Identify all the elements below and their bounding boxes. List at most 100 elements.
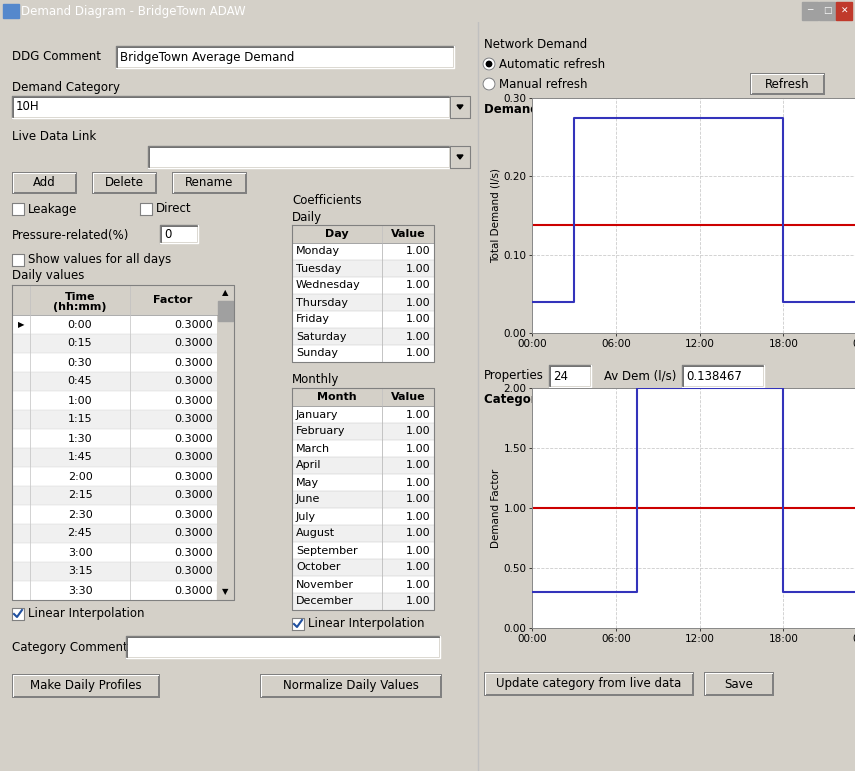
Bar — [12, 505, 217, 524]
Text: (hh:mm): (hh:mm) — [53, 302, 107, 312]
Text: Coefficients: Coefficients — [292, 194, 362, 207]
Bar — [486, 694, 693, 695]
Text: Show Alternative Demand: Show Alternative Demand — [660, 105, 796, 115]
Text: 1.00: 1.00 — [405, 348, 430, 359]
Bar — [12, 581, 217, 600]
Bar — [819, 105, 828, 114]
Text: September: September — [296, 546, 357, 555]
Bar — [486, 674, 693, 695]
Text: Manual refresh: Manual refresh — [499, 78, 587, 90]
Text: Value: Value — [391, 392, 425, 402]
Bar — [12, 372, 217, 391]
Polygon shape — [457, 155, 463, 159]
Bar — [12, 543, 217, 562]
Bar — [14, 174, 76, 193]
Text: Rename: Rename — [186, 177, 233, 190]
Bar — [292, 491, 434, 508]
Text: Monthly: Monthly — [292, 373, 339, 386]
Bar — [149, 147, 449, 167]
Bar — [260, 674, 442, 698]
Text: 0.3000: 0.3000 — [174, 490, 213, 500]
Text: Make Daily Profiles: Make Daily Profiles — [30, 679, 142, 692]
Bar — [292, 294, 434, 311]
Bar — [12, 486, 217, 505]
Bar — [174, 192, 246, 193]
Bar — [217, 285, 234, 301]
Text: Properties: Properties — [484, 369, 544, 382]
Bar — [3, 5, 19, 18]
Text: 0:15: 0:15 — [68, 338, 92, 348]
Text: ▼: ▼ — [222, 588, 229, 597]
Text: 1.00: 1.00 — [405, 281, 430, 291]
Bar — [823, 75, 824, 94]
Bar — [836, 2, 852, 20]
Text: Category Pattern Graph: Category Pattern Graph — [484, 393, 643, 406]
Text: June: June — [296, 494, 321, 504]
Text: 0.3000: 0.3000 — [174, 396, 213, 406]
Text: Day: Day — [325, 229, 349, 239]
Polygon shape — [457, 105, 463, 109]
Text: Demand Diagram - BridgeTown ADAW: Demand Diagram - BridgeTown ADAW — [21, 5, 246, 18]
Text: 0.3000: 0.3000 — [174, 319, 213, 329]
Bar — [13, 204, 23, 214]
Bar — [292, 457, 434, 474]
Bar — [292, 328, 434, 345]
Bar — [292, 593, 434, 610]
Bar — [750, 73, 825, 95]
Text: 2:15: 2:15 — [68, 490, 92, 500]
Bar — [12, 172, 77, 194]
Text: 3:15: 3:15 — [68, 567, 92, 577]
Bar — [117, 47, 453, 67]
Text: 1.00: 1.00 — [405, 315, 430, 325]
Bar — [12, 353, 217, 372]
Bar — [173, 173, 246, 193]
Text: 1.00: 1.00 — [405, 247, 430, 257]
Bar — [12, 448, 217, 467]
Bar — [93, 173, 156, 193]
Bar — [14, 676, 159, 697]
Text: BridgeTown Average Demand: BridgeTown Average Demand — [120, 50, 294, 63]
Text: Live Data Link: Live Data Link — [12, 130, 97, 143]
Bar — [704, 672, 774, 696]
Bar — [217, 584, 234, 600]
Text: Pressure-related(%): Pressure-related(%) — [12, 228, 129, 241]
Bar — [13, 173, 76, 193]
Bar — [245, 174, 246, 193]
Text: January: January — [296, 409, 339, 419]
Text: Month: Month — [317, 392, 357, 402]
Bar — [819, 2, 835, 20]
Text: Factor: Factor — [153, 295, 192, 305]
Bar — [12, 429, 217, 448]
Bar — [94, 192, 156, 193]
Circle shape — [486, 62, 492, 67]
Text: 1.00: 1.00 — [405, 580, 430, 590]
Bar — [75, 174, 76, 193]
Text: 1.00: 1.00 — [405, 426, 430, 436]
Text: Show values for all days: Show values for all days — [28, 254, 171, 267]
Text: 0.3000: 0.3000 — [174, 585, 213, 595]
Bar — [692, 674, 693, 695]
Text: Thursday: Thursday — [296, 298, 348, 308]
Text: 1.00: 1.00 — [405, 597, 430, 607]
Bar — [217, 285, 234, 600]
Text: Add: Add — [33, 177, 56, 190]
Text: 1.00: 1.00 — [405, 409, 430, 419]
Circle shape — [483, 58, 495, 70]
Text: Wednesday: Wednesday — [296, 281, 361, 291]
Text: 1.00: 1.00 — [405, 298, 430, 308]
Text: July: July — [296, 511, 316, 521]
Bar — [12, 562, 217, 581]
Bar — [12, 334, 217, 353]
Bar — [706, 694, 773, 695]
Text: 0.3000: 0.3000 — [174, 433, 213, 443]
Text: Sunday: Sunday — [296, 348, 338, 359]
Text: Friday: Friday — [296, 315, 330, 325]
Bar — [12, 674, 160, 698]
Bar — [12, 285, 234, 600]
Text: 0.3000: 0.3000 — [174, 472, 213, 482]
Bar — [172, 172, 247, 194]
Text: 1.00: 1.00 — [405, 332, 430, 342]
Bar — [751, 74, 824, 94]
Text: 0.3000: 0.3000 — [174, 358, 213, 368]
Bar — [484, 672, 694, 696]
